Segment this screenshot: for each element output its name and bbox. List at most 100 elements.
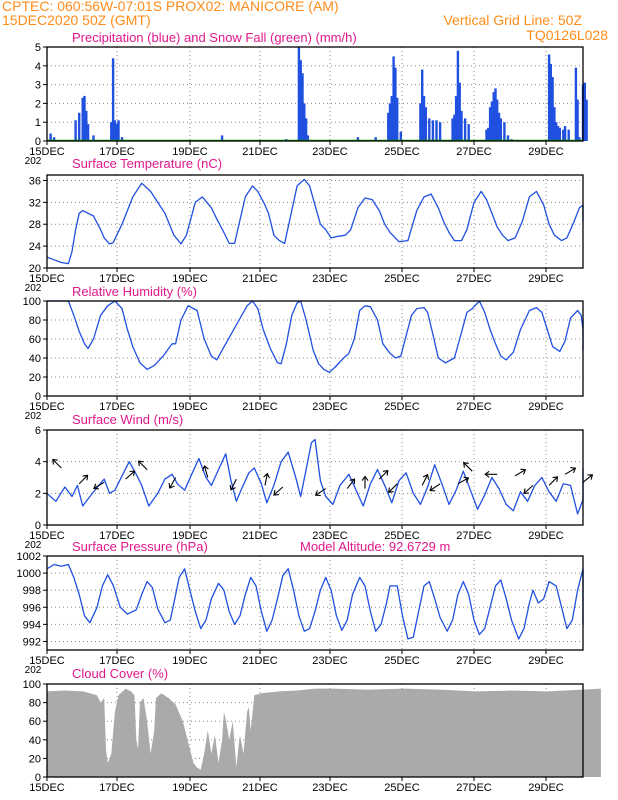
precip-bar [556, 126, 560, 141]
y-tick-label: 2 [35, 488, 41, 500]
y-tick-label: 0 [35, 136, 41, 148]
precip-bar [115, 124, 118, 141]
wind-arrow-head [129, 470, 136, 477]
header-model-code: TQ0126L028 [526, 27, 608, 43]
y-tick-label: 20 [29, 372, 41, 384]
x-year-label: 202 [25, 665, 42, 676]
precip-bar [78, 112, 81, 141]
y-tick-label: 36 [29, 175, 41, 187]
wind-arrow-head [314, 490, 321, 497]
wind-arrow [463, 462, 473, 472]
wind-arrow-head [463, 476, 470, 483]
x-tick-label: 19DEC [172, 655, 208, 667]
y-tick-label: 80 [29, 698, 41, 710]
precip-bar [303, 103, 306, 141]
precip-bar [485, 129, 488, 141]
precip-bar [494, 88, 497, 141]
wind-arrow [457, 476, 470, 485]
wind-arrow-shaft [421, 474, 429, 486]
header-station: CPTEC: 060:56W-07:01S PROX02: MANICORE (… [2, 0, 339, 14]
x-year-label: 202 [25, 283, 42, 294]
x-tick-label: 19DEC [172, 530, 208, 542]
y-tick-label: 992 [23, 636, 41, 648]
precip-bar [52, 137, 56, 141]
x-tick-label: 21DEC [242, 273, 278, 285]
panel-4: 992 994 996 998 1000 1002 15DEC 17DEC 19DEC 21DEC… [17, 539, 584, 676]
precip-bar [111, 58, 115, 141]
precip-bar [562, 129, 565, 141]
x-tick-label: 19DEC [172, 782, 208, 794]
precip-bar [553, 107, 556, 141]
wind-arrow-shaft [52, 459, 62, 469]
precip-bar [567, 129, 570, 141]
x-tick-label: 27DEC [456, 273, 492, 285]
x-tick-label: 27DEC [456, 146, 492, 158]
series-line [46, 438, 584, 515]
wind-arrow-shaft [514, 469, 526, 477]
x-tick-label: 17DEC [99, 401, 135, 413]
wind-arrow-head [570, 467, 577, 474]
wind-arrow-head [229, 484, 236, 491]
precip-bar [456, 50, 460, 141]
precip-bar [374, 137, 377, 141]
y-tick-label: 0 [35, 391, 41, 403]
panel-0: 0 1 2 3 4 5 15DEC 17DEC 19DEC 21DEC 23DEC 25DEC 27DE… [25, 30, 588, 167]
x-year-label: 202 [25, 540, 42, 551]
wind-arrow [273, 486, 284, 496]
y-tick-label: 100 [23, 679, 41, 691]
precip-bar [438, 122, 442, 141]
wind-arrow-head [587, 474, 594, 480]
wind-arrow-shaft [457, 477, 469, 485]
wind-arrow-shaft [463, 462, 473, 472]
y-tick-label: 32 [29, 197, 41, 209]
precip-bar [551, 77, 554, 141]
precip-bar [113, 120, 117, 141]
precip-bar [388, 103, 392, 141]
x-tick-label: 23DEC [312, 146, 348, 158]
wind-arrow-shaft [273, 486, 284, 496]
precip-bar [428, 118, 431, 141]
wind-arrow [346, 478, 356, 489]
precip-bar [451, 118, 454, 141]
wind-arrow [421, 473, 430, 486]
y-tick-label: 20 [29, 753, 41, 765]
precip-bar [83, 95, 86, 141]
precip-bar [301, 73, 304, 141]
wind-arrow-shaft [378, 470, 389, 480]
wind-arrow-head [263, 472, 270, 479]
precip-bar [306, 135, 310, 141]
precip-bar [454, 95, 458, 141]
precip-bar [424, 107, 427, 141]
wind-arrow [548, 476, 559, 486]
precip-bar [463, 118, 467, 141]
precip-bar [299, 60, 302, 142]
wind-arrow [137, 460, 148, 470]
x-tick-label: 19DEC [172, 146, 208, 158]
wind-arrow [582, 474, 594, 483]
y-tick-label: 28 [29, 219, 41, 231]
precip-bar [499, 118, 502, 141]
precip-bar [549, 63, 552, 141]
wind-arrow [388, 483, 398, 493]
precip-bar [506, 135, 510, 141]
wind-arrow-head [82, 474, 89, 481]
wind-arrow-head [429, 485, 436, 492]
precip-bar [396, 97, 399, 141]
precip-bar [49, 133, 52, 141]
x-year-label: 202 [25, 411, 42, 422]
y-tick-label: 24 [29, 241, 41, 253]
x-tick-label: 25DEC [384, 530, 420, 542]
x-tick-label: 23DEC [312, 530, 348, 542]
x-tick-label: 15DEC [29, 782, 65, 794]
wind-arrow [429, 483, 441, 492]
y-tick-label: 994 [23, 619, 41, 631]
header-run-date: 15DEC2020 50Z (GMT) [2, 12, 151, 28]
x-tick-label: 29DEC [528, 655, 564, 667]
precip-bar [467, 124, 470, 141]
x-tick-label: 23DEC [312, 655, 348, 667]
y-tick-label: 6 [35, 425, 41, 437]
x-tick-label: 15DEC [29, 146, 65, 158]
wind-arrow-head [93, 483, 99, 490]
x-tick-label: 25DEC [384, 401, 420, 413]
precip-bar [576, 99, 579, 141]
